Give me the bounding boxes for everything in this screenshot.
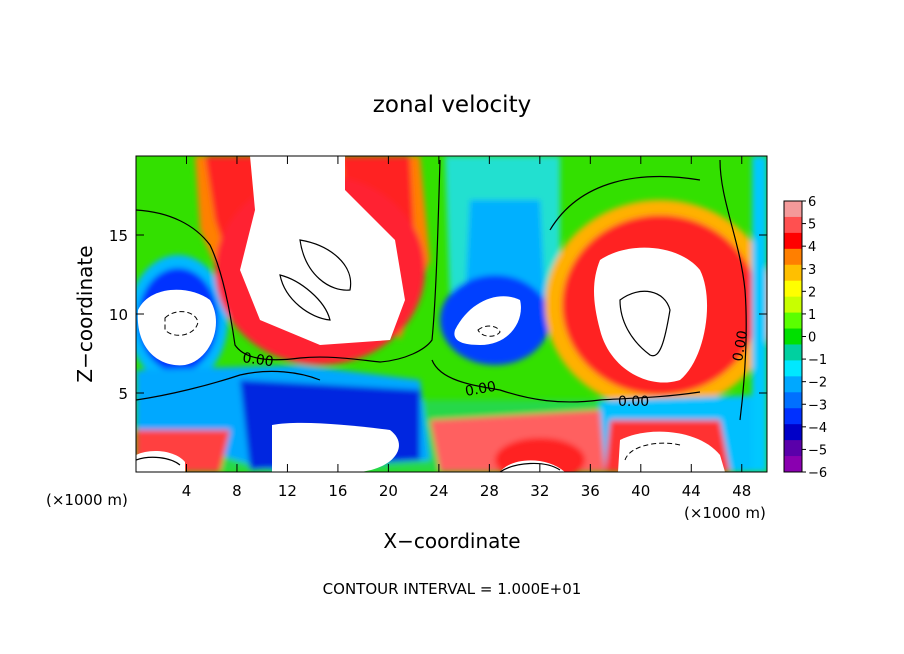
x-tick-label: 40 [631,482,650,500]
colorbar-swatch [784,328,802,345]
chart-title: zonal velocity [373,92,531,118]
colorbar-label: 2 [808,285,816,300]
y-axis-label: Z−coordinate [73,245,97,382]
x-tick-label: 32 [530,482,549,500]
colorbar-swatch [784,360,802,377]
colorbar-label: −1 [808,353,827,368]
x-axis: 4 8 12 16 20 24 28 32 36 40 44 48 [182,156,751,500]
x-tick-label: 20 [379,482,398,500]
x-tick-label: 16 [328,482,347,500]
colorbar-label: 6 [808,195,816,210]
x-axis-label: X−coordinate [383,529,520,553]
colorbar-label: 5 [808,218,816,233]
colorbar-label: −5 [808,443,827,458]
x-tick-label: 44 [682,482,701,500]
contour-interval-note: CONTOUR INTERVAL = 1.000E+01 [323,580,582,598]
x-tick-label: 36 [581,482,600,500]
colorbar-swatch [784,216,802,234]
colorbar-label: 3 [808,263,816,278]
colorbar-label: −6 [808,466,827,481]
x-unit-right: (×1000 m) [684,504,766,522]
x-tick-label: 12 [278,482,297,500]
colorbar: 6 5 4 3 2 1 0 −1 −2 −3 −4 −5 −6 [783,195,827,481]
contour-label: 0.00 [618,394,649,410]
colorbar-label: 0 [808,331,816,346]
x-tick-label: 8 [232,482,242,500]
contour-label: 0.00 [241,350,274,370]
colorbar-swatch [784,376,802,393]
colorbar-swatch [784,392,802,409]
contour-labels: 0.00 0.00 0.00 0.00 [241,329,751,410]
colorbar-swatch [784,296,802,314]
colorbar-swatch [784,248,802,266]
colorbar-label: −2 [808,376,827,391]
contour-label: 0.00 [464,379,497,400]
y-tick-label: 15 [109,227,128,245]
colorbar-label: 1 [808,308,816,323]
colorbar-swatch [784,424,802,441]
x-tick-label: 48 [732,482,751,500]
colorbar-swatch [784,440,802,457]
velocity-field [136,156,767,472]
x-unit-left: (×1000 m) [46,491,128,509]
x-tick-label: 28 [480,482,499,500]
colorbar-label: 4 [808,240,816,255]
colorbar-swatch [784,201,802,218]
colorbar-label: −4 [808,421,827,436]
x-tick-label: 24 [429,482,448,500]
colorbar-swatch [784,264,802,282]
colorbar-swatch [784,408,802,425]
y-axis: 5 10 15 [109,227,767,403]
contour-label: 0.00 [730,329,751,362]
y-tick-label: 10 [109,306,128,324]
colorbar-label: −3 [808,398,827,413]
y-tick-label: 5 [118,385,128,403]
colorbar-swatch [784,312,802,330]
colorbar-swatch [784,280,802,298]
x-tick-label: 4 [182,482,192,500]
colorbar-swatch [784,344,802,361]
colorbar-swatch [784,232,802,250]
colorbar-swatch [784,456,802,473]
